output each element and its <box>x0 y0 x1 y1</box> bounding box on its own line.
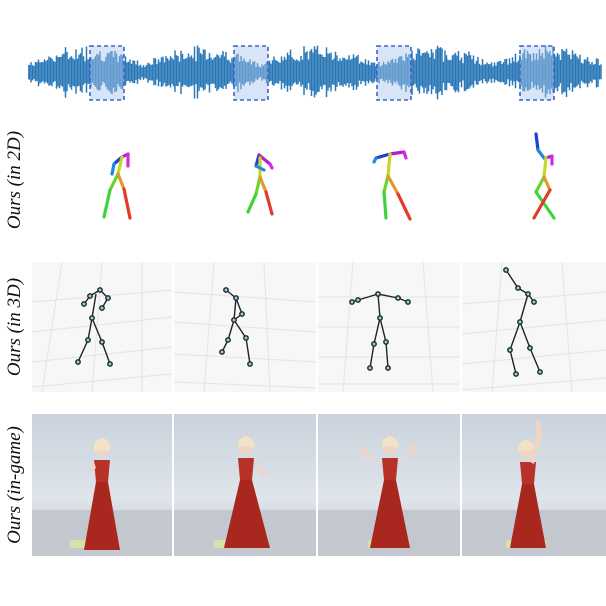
row-label-game-text: Ours (in-game) <box>4 426 25 544</box>
game-frame-3 <box>318 414 460 556</box>
game-render-1 <box>32 414 172 556</box>
skeleton-3d-view-2 <box>174 262 316 392</box>
game-frame-2 <box>174 414 316 556</box>
audio-waveform <box>28 40 602 106</box>
dancer-4 <box>510 420 546 548</box>
game-frame-1 <box>32 414 172 556</box>
skeleton-3d-view-4 <box>462 262 606 392</box>
highlight-box-1 <box>89 45 125 101</box>
skeleton-3d-frame-2 <box>174 262 316 392</box>
game-frame-4 <box>462 414 606 556</box>
dancer-3 <box>358 436 416 548</box>
skeleton-3d-frame-3 <box>318 262 460 392</box>
skeleton-3d-view-3 <box>318 262 460 392</box>
game-render-2 <box>174 414 316 556</box>
skeleton-3d-pose-4 <box>503 267 543 377</box>
skeleton-3d-pose-2 <box>219 287 253 367</box>
skeleton-2d-row <box>34 122 602 240</box>
row-label-3d: Ours (in 3D) <box>0 262 30 392</box>
skeleton-2d-pose-1 <box>102 152 132 220</box>
highlight-box-2 <box>233 45 269 101</box>
waveform-bars <box>28 45 602 100</box>
game-render-3 <box>318 414 460 556</box>
highlight-box-4 <box>519 45 555 101</box>
waveform-plot <box>28 45 602 101</box>
skeleton-3d-pose-3 <box>349 291 411 371</box>
skeleton-2d-plot <box>102 132 556 221</box>
skeleton-2d-pose-3 <box>372 150 412 221</box>
skeleton-2d-pose-4 <box>532 132 556 220</box>
row-label-2d: Ours (in 2D) <box>0 120 30 240</box>
dancer-1 <box>84 438 120 550</box>
highlight-boxes <box>89 45 555 101</box>
row-label-2d-text: Ours (in 2D) <box>4 130 26 230</box>
row-label-game: Ours (in-game) <box>0 414 30 556</box>
row-label-3d-text: Ours (in 3D) <box>4 277 26 377</box>
skeleton-3d-view-1 <box>32 262 172 392</box>
highlight-box-3 <box>376 45 412 101</box>
dancer-2 <box>224 436 270 548</box>
skeleton-3d-frame-4 <box>462 262 606 392</box>
skeleton-3d-pose-1 <box>75 287 113 367</box>
skeleton-2d-pose-2 <box>246 153 274 216</box>
game-render-4 <box>462 414 606 556</box>
skeleton-3d-frame-1 <box>32 262 172 392</box>
